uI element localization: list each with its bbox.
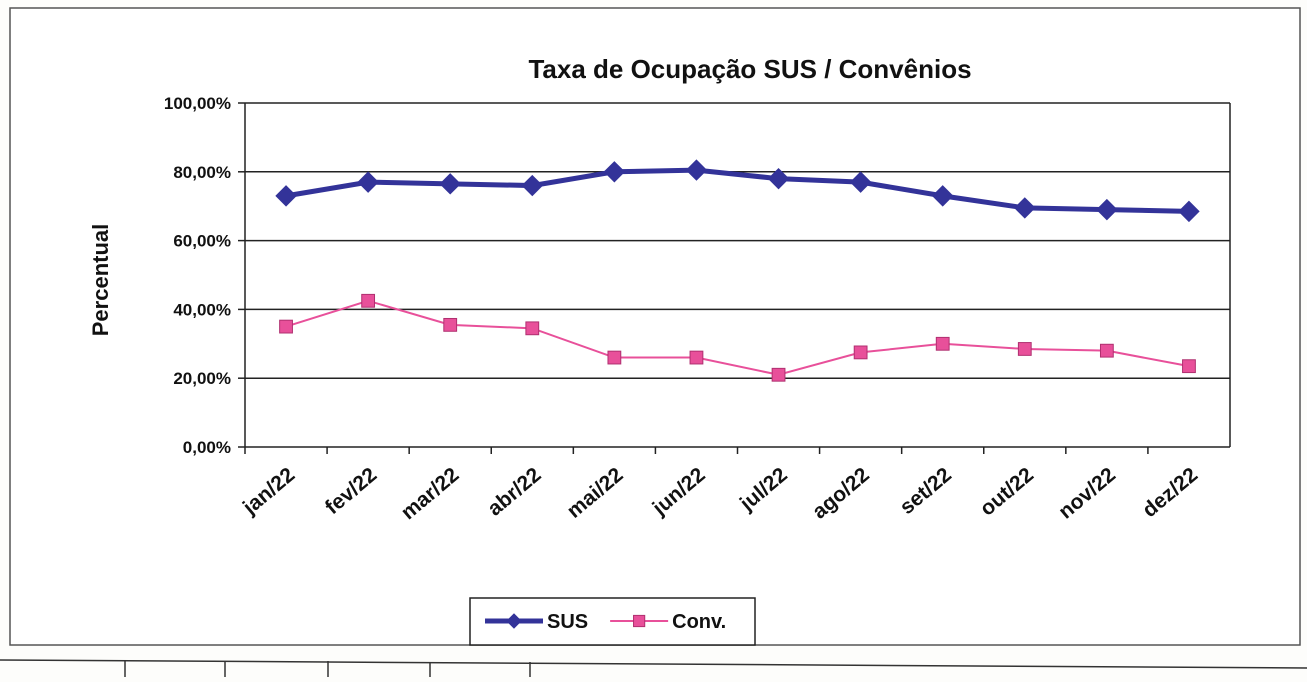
data-point (932, 185, 954, 207)
y-tick-label: 20,00% (173, 369, 231, 388)
y-tick-label: 80,00% (173, 163, 231, 182)
data-point (771, 367, 786, 382)
data-point (689, 350, 704, 365)
data-point (521, 174, 543, 197)
y-tick-label: 40,00% (173, 300, 231, 319)
data-point (525, 321, 540, 336)
y-tick-label: 60,00% (173, 232, 231, 251)
data-point (1182, 359, 1196, 374)
series-line (285, 167, 1190, 214)
data-point (1099, 343, 1114, 358)
data-point (361, 293, 376, 308)
legend-label: Conv. (672, 611, 726, 633)
legend-marker (633, 614, 646, 628)
data-point (849, 171, 872, 193)
data-point (439, 173, 461, 195)
data-point (279, 319, 293, 334)
data-point (275, 185, 297, 207)
data-point (853, 345, 868, 360)
data-point (1014, 197, 1036, 219)
chart-title: Taxa de Ocupação SUS / Convênios (528, 54, 971, 84)
y-axis-label: Percentual (88, 224, 113, 337)
data-point (1017, 342, 1032, 356)
data-point (935, 336, 950, 351)
data-point (685, 159, 708, 181)
y-tick-label: 100,00% (164, 94, 231, 113)
legend-label: SUS (547, 611, 588, 633)
data-point (607, 350, 622, 365)
data-point (1096, 198, 1118, 221)
legend-marker (506, 613, 522, 629)
data-point (603, 161, 626, 183)
table-lines (0, 659, 1307, 677)
y-tick-label: 0,00% (183, 438, 231, 457)
data-point (443, 317, 458, 332)
series-line (285, 299, 1190, 376)
data-point (767, 167, 790, 190)
data-point (1178, 200, 1200, 223)
data-point (357, 171, 379, 193)
chart-border (9, 7, 1301, 646)
